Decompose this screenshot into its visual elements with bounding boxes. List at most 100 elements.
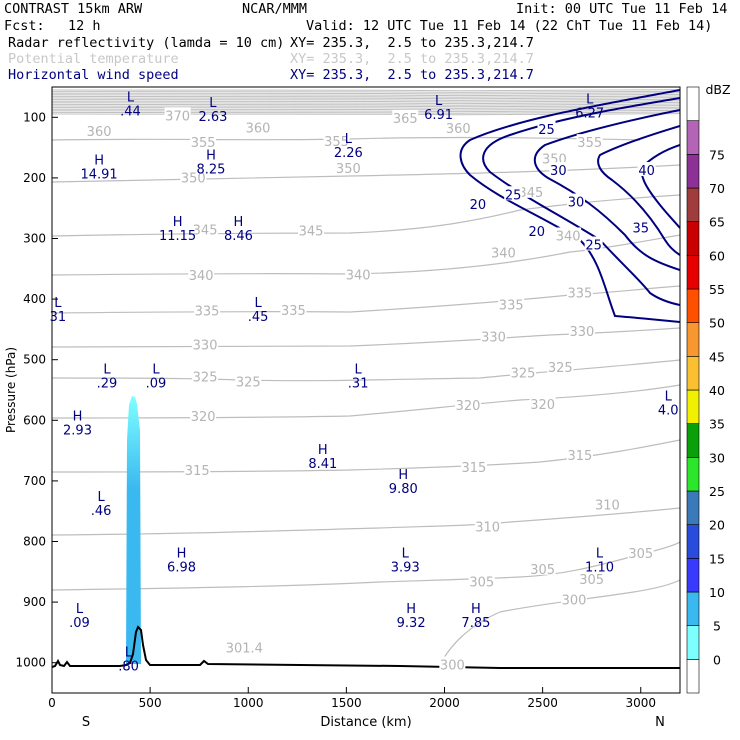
plot-frame xyxy=(51,86,681,694)
colorbar-tick-label: 65 xyxy=(709,215,725,230)
x-tick-label: 500 xyxy=(139,696,162,710)
colorbar-tick-label: 25 xyxy=(709,484,725,499)
stratosphere-theta-line xyxy=(52,89,680,92)
hl-marker-letter: H xyxy=(471,602,481,617)
x-axis-end-left: S xyxy=(82,715,90,730)
hl-marker-value: .80 xyxy=(118,660,139,675)
hl-marker-value: 8.46 xyxy=(224,229,253,244)
theta-label: 365 xyxy=(393,112,418,127)
x-tick-label: 1500 xyxy=(331,696,362,710)
x-tick-label: 2000 xyxy=(429,696,460,710)
valid-time: Valid: 12 UTC Tue 11 Feb 14 (22 ChT Tue … xyxy=(306,18,713,34)
theta-label: 340 xyxy=(491,246,516,261)
theta-label-bg xyxy=(455,397,482,412)
theta-label: 325 xyxy=(236,376,261,391)
stratosphere-theta-line xyxy=(52,101,680,105)
hl-marker-letter: H xyxy=(234,215,244,230)
hl-marker-value: 2.63 xyxy=(198,110,227,125)
theta-contour-300 xyxy=(439,579,680,666)
theta-label-bg xyxy=(345,266,372,281)
colorbar-tick-label: 5 xyxy=(713,619,721,634)
colorbar-tick-label: 55 xyxy=(709,282,725,297)
hl-marker-letter: L xyxy=(103,363,111,378)
theta-label-bg xyxy=(529,395,556,410)
hl-marker-letter: L xyxy=(345,132,353,147)
theta-label-bg xyxy=(439,656,466,671)
wind-label-bg xyxy=(584,236,603,251)
theta-label-bg xyxy=(298,222,325,237)
theta-label-bg xyxy=(566,446,593,461)
colorbar-tick-label: 40 xyxy=(709,383,725,398)
theta-label: 340 xyxy=(556,229,581,244)
colorbar-band xyxy=(686,221,700,256)
theta-label: 350 xyxy=(336,162,361,177)
theta-label: 345 xyxy=(299,225,324,240)
theta-label-bg xyxy=(190,408,217,423)
theta-label-bg xyxy=(86,123,113,138)
high-low-markers: L.44L2.63L6.91L6.27L2.26H14.91H8.25H11.1… xyxy=(50,91,679,675)
hl-marker-value: 11.15 xyxy=(159,229,196,244)
colorbar-tick-label: 0 xyxy=(713,652,721,667)
stratosphere-theta-line xyxy=(52,93,680,97)
field-name-reflectivity: Radar reflectivity (lamda = 10 cm) xyxy=(8,35,285,51)
colorbar-band xyxy=(686,255,700,290)
stratosphere-theta-line xyxy=(52,108,680,111)
hl-marker-letter: L xyxy=(54,296,62,311)
hl-marker-letter: H xyxy=(318,443,328,458)
hl-marker-value: 6.27 xyxy=(575,106,604,121)
hl-marker-value: 8.41 xyxy=(308,457,337,472)
wind-label-bg xyxy=(566,193,585,208)
colorbar-band xyxy=(686,423,700,458)
stratosphere-theta-line xyxy=(52,111,680,114)
theta-label: 320 xyxy=(530,398,555,413)
colorbar-tick-label: 35 xyxy=(709,417,725,432)
colorbar-tick-label: 10 xyxy=(709,585,725,600)
theta-contour-310 xyxy=(52,507,680,536)
theta-contour-355 xyxy=(52,136,641,141)
y-tick-label: 700 xyxy=(23,474,46,488)
hl-marker-value: .29 xyxy=(97,377,118,392)
x-tick-label: 0 xyxy=(48,696,56,710)
colorbar-band xyxy=(686,659,700,694)
hl-marker-letter: L xyxy=(586,92,594,107)
field-name-wind: Horizontal wind speed xyxy=(8,67,179,83)
theta-label: 360 xyxy=(87,125,112,140)
fcst-label: Fcst: xyxy=(4,18,45,34)
theta-label-bg xyxy=(566,284,593,299)
hl-marker-letter: H xyxy=(94,154,104,169)
stratosphere-theta-lines xyxy=(52,89,680,116)
theta-label-bg xyxy=(180,169,207,184)
wind-speed-label: 20 xyxy=(470,198,487,213)
hl-marker-value: .31 xyxy=(348,377,369,392)
theta-label-bg xyxy=(194,302,221,317)
stratosphere-theta-line xyxy=(52,105,680,108)
wind-contour-20 xyxy=(459,89,680,323)
wind-speed-label: 30 xyxy=(550,164,567,179)
theta-contour-340 xyxy=(52,234,680,276)
theta-label: 320 xyxy=(191,410,216,425)
theta-label: 325 xyxy=(548,361,573,376)
hl-marker-letter: L xyxy=(355,363,363,378)
terrain-surface xyxy=(52,625,680,669)
theta-label-bg xyxy=(235,373,262,388)
hl-marker-value: 7.85 xyxy=(461,616,490,631)
stratosphere-theta-line xyxy=(52,98,680,101)
theta-label-bg xyxy=(445,120,472,135)
colorbar-tick-label: 75 xyxy=(709,147,725,162)
theta-label: 360 xyxy=(446,122,471,137)
theta-label-bg xyxy=(468,573,495,588)
stratosphere-theta-line xyxy=(52,113,680,116)
theta-label: 300 xyxy=(440,659,465,674)
org-name: NCAR/MMM xyxy=(242,1,308,17)
field-coords-theta: XY= 235.3, 2.5 to 235.3,214.7 xyxy=(290,51,534,67)
reflectivity-core xyxy=(126,396,141,664)
stratosphere-theta-line xyxy=(52,97,680,100)
hl-marker-letter: L xyxy=(665,389,673,404)
theta-label: 335 xyxy=(567,286,592,301)
theta-label: 335 xyxy=(195,305,220,320)
theta-label: 305 xyxy=(469,575,494,590)
colorbar-band xyxy=(686,187,700,222)
y-tick-label: 200 xyxy=(23,171,46,185)
hl-marker-letter: L xyxy=(435,94,443,109)
theta-label-bg xyxy=(184,461,211,476)
